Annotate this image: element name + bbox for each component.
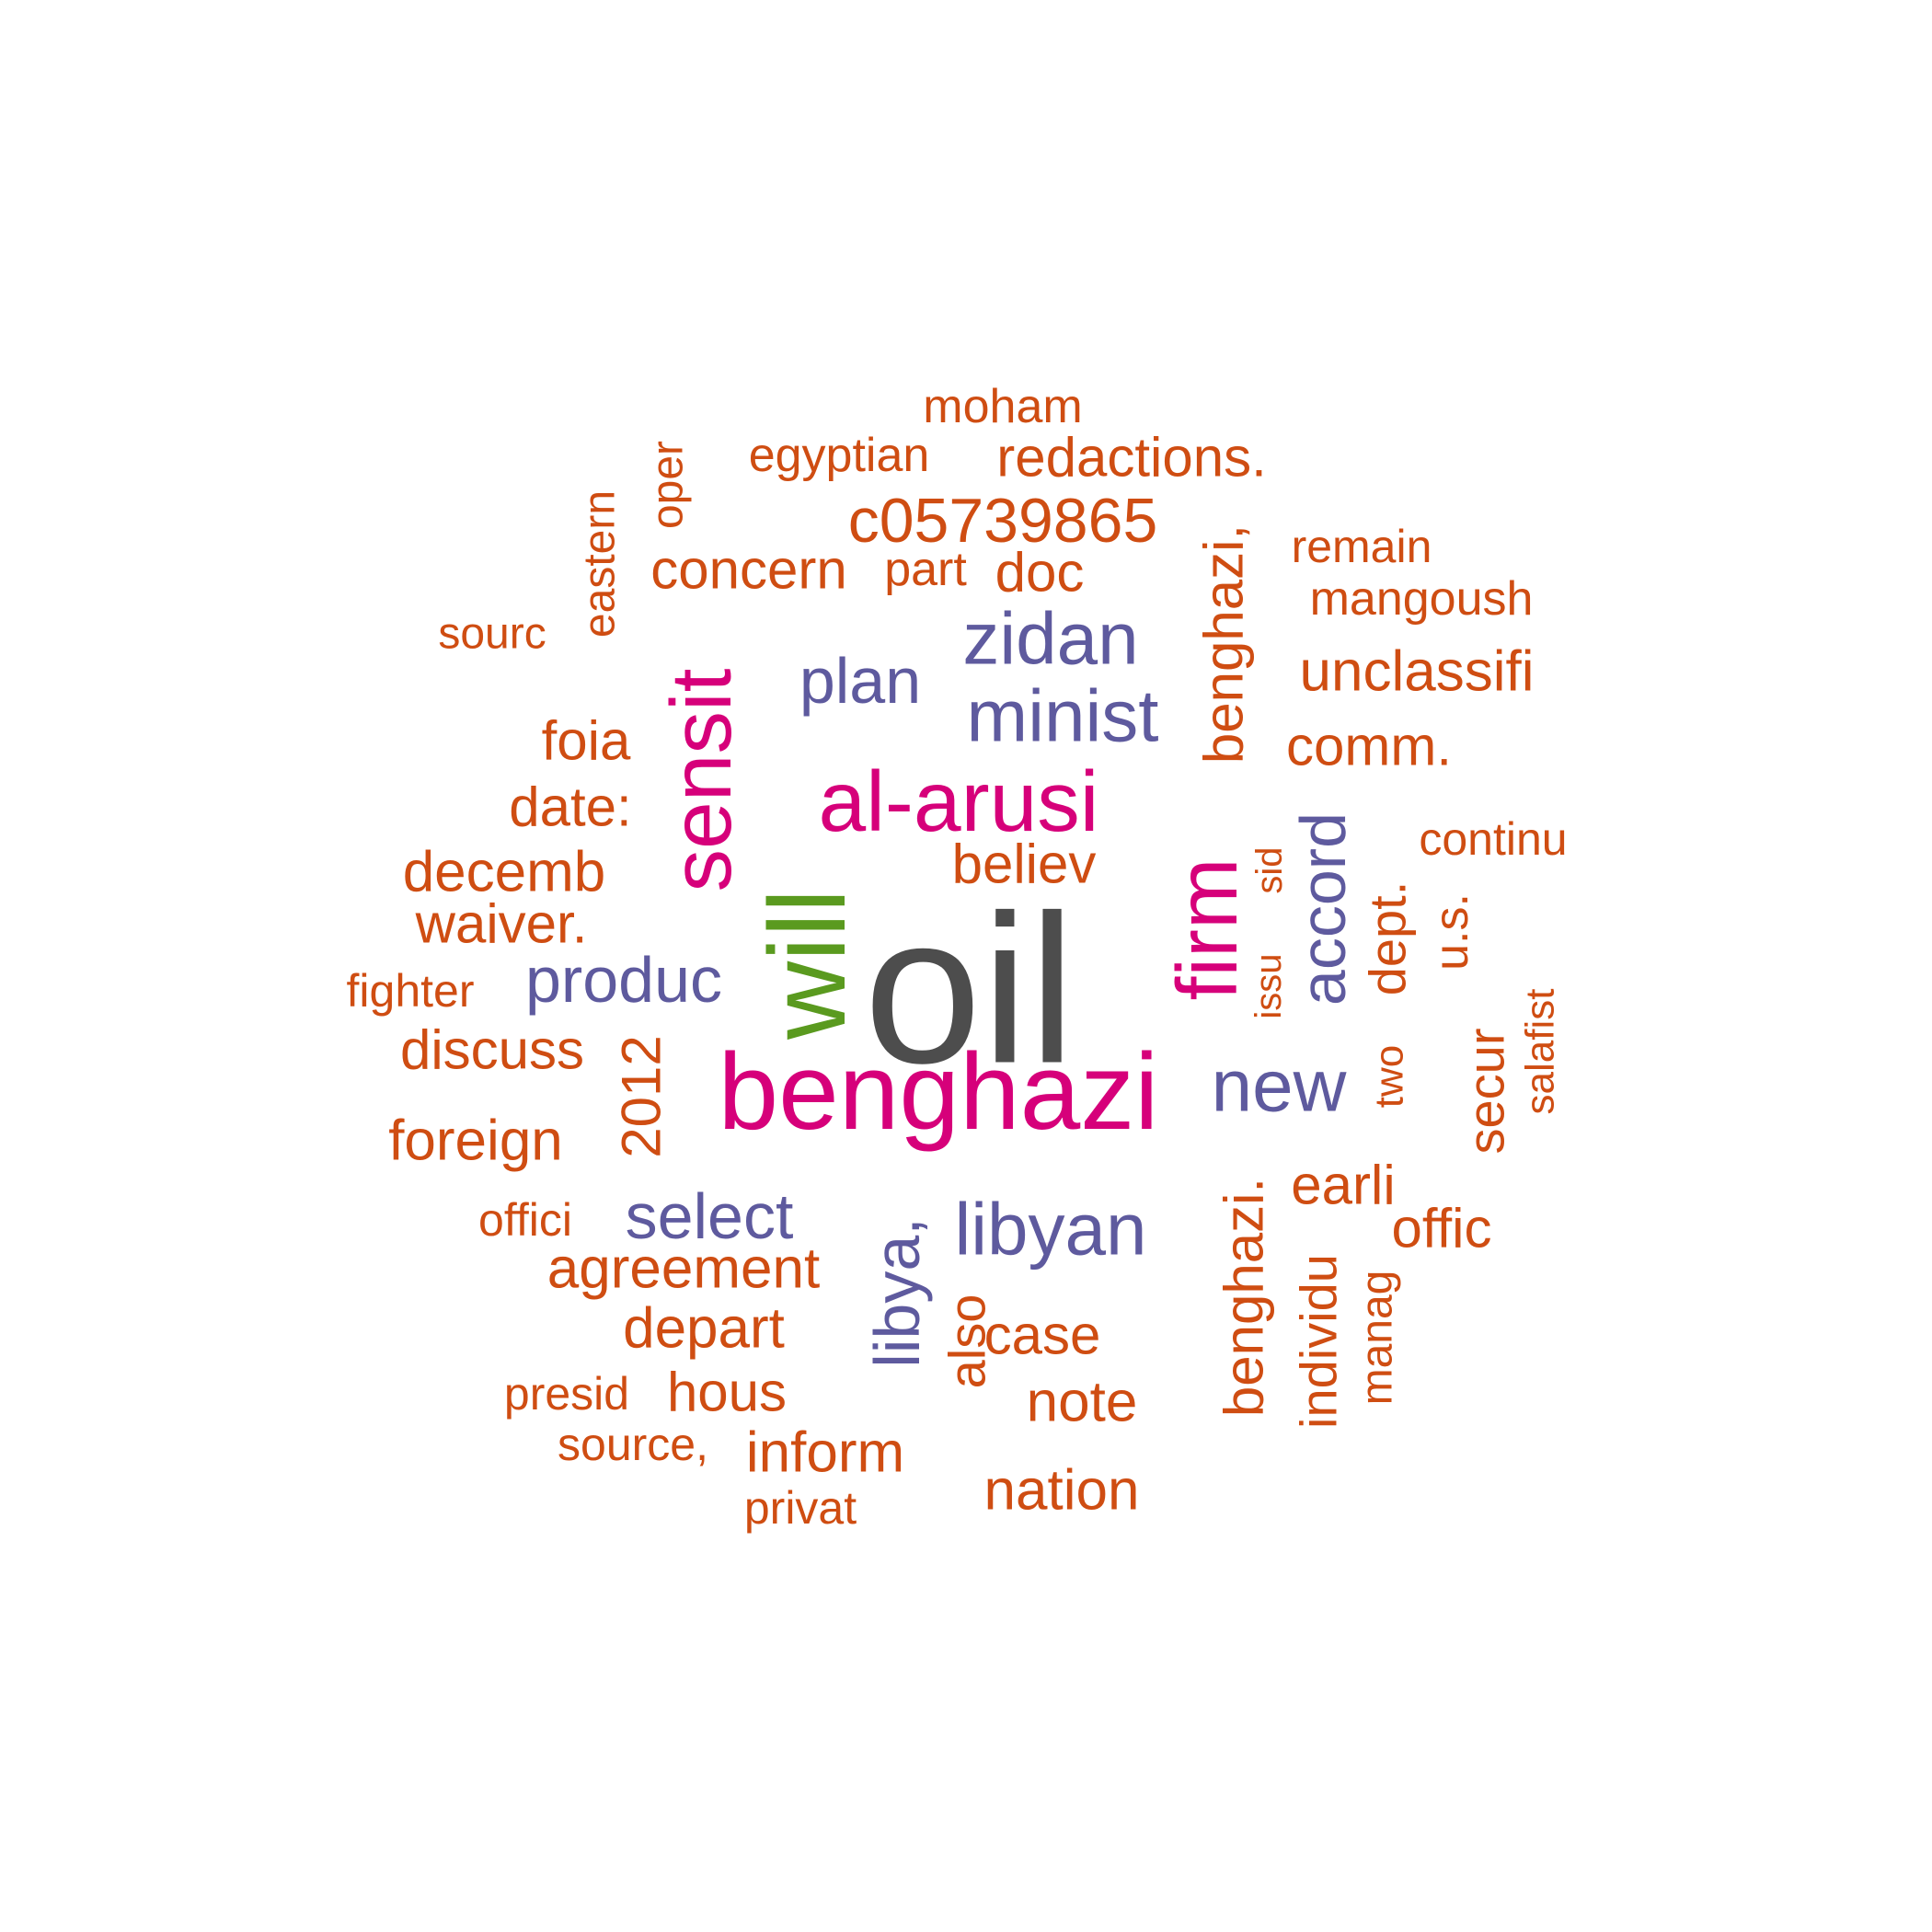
word: u.s. [1425,893,1478,971]
word: dept. [1359,881,1417,996]
word: agreement [547,1237,820,1301]
word: offic [1392,1198,1492,1259]
word: oil [864,871,1075,1108]
word: continu [1419,813,1567,865]
word: salafist [1518,989,1563,1115]
word: eastern [576,490,625,638]
word: 2012 [611,1035,673,1157]
word: individu [1290,1254,1348,1429]
word: manag [1353,1271,1402,1406]
word: benghazi, [1193,524,1255,764]
word: c05739865 [848,486,1158,556]
word: offici [478,1194,572,1246]
word: oper [644,441,693,529]
word: believ [952,834,1097,895]
word: foreign [388,1110,563,1173]
word: decemb [403,841,606,904]
word: libyan [954,1189,1146,1271]
word: sid [1249,846,1290,893]
word: part [884,543,967,596]
word: comm. [1286,716,1452,777]
word: fighter [347,965,475,1017]
word: minist [967,675,1159,757]
word: benghazi. [1213,1178,1275,1417]
word: foia [542,710,631,772]
word: privat [744,1482,857,1534]
word: zidan [962,598,1138,680]
word: mangoush [1310,572,1534,626]
word: produc [525,944,722,1016]
word: unclassifi [1300,640,1535,704]
word: new [1212,1045,1347,1127]
word: issu [1248,953,1289,1018]
word: select [626,1180,794,1252]
word: nation [984,1459,1140,1523]
word: depart [623,1297,785,1361]
word: hous [667,1362,787,1423]
word: two [1367,1045,1412,1108]
word: case [984,1305,1101,1366]
word: moham [923,380,1082,433]
word: redactions. [996,427,1267,489]
word: also [938,1294,996,1389]
word: remain [1292,521,1432,572]
word: benghazi [719,1031,1159,1153]
word: earli [1291,1155,1395,1216]
word: accord [1287,812,1359,1006]
word: inform [746,1421,904,1485]
word: date: [509,776,631,838]
word: sourc [438,610,546,659]
word: note [1027,1371,1138,1434]
word: source, [558,1419,708,1470]
word: presid [504,1368,629,1420]
word: concern [650,539,846,601]
word: waiver. [415,893,588,955]
word: libya, [861,1217,933,1367]
word: secur [1457,1029,1515,1155]
word: al-arusi [819,753,1099,849]
word: firm [1159,858,1255,1001]
word: egyptian [749,429,930,482]
word: doc [995,542,1085,604]
word: plan [799,645,921,717]
word: discuss [400,1019,584,1081]
word: sensit [653,668,749,891]
word: will [747,889,868,1041]
